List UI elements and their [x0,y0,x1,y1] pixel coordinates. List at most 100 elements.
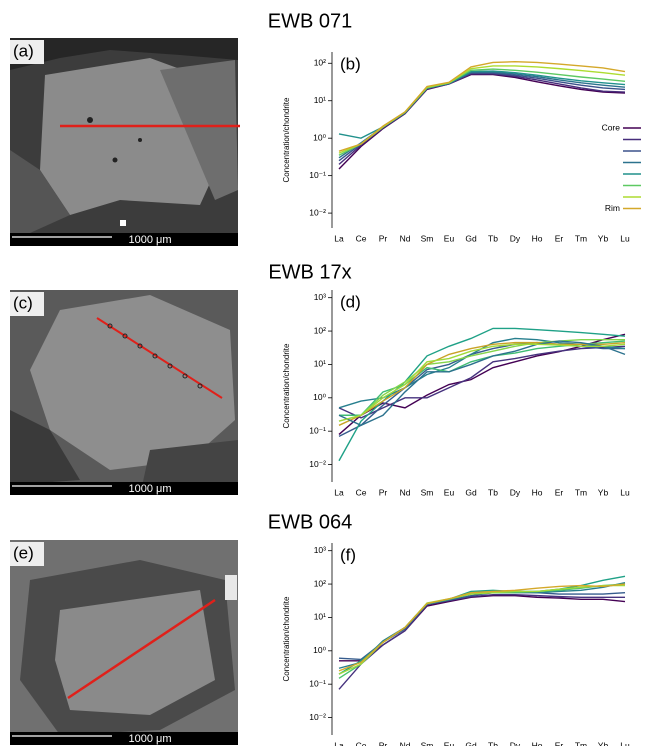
y-tick-label: 10³ [314,545,326,555]
x-tick-label: Ce [356,487,367,497]
y-tick-label: 10² [314,325,326,335]
panel-label: (b) [340,54,361,73]
series-line [339,594,626,662]
x-tick-label: Nd [400,740,411,746]
x-tick-label: Pr [379,487,388,497]
series-line [338,339,625,422]
y-tick-label: 10⁻² [309,459,326,469]
x-tick-label: Eu [444,233,455,243]
legend-label: Rim [605,203,620,213]
series-line [338,583,626,679]
x-tick-label: La [334,740,344,746]
y-tick-label: 10⁰ [313,132,326,142]
x-tick-label: Sm [421,740,434,746]
x-tick-label: Sm [421,233,434,243]
x-tick-label: Lu [620,233,630,243]
x-tick-label: Er [555,487,564,497]
y-tick-label: 10⁻² [309,712,326,722]
y-tick-label: 10¹ [314,95,326,105]
series-line [338,340,626,427]
series-line [338,65,626,154]
x-tick-label: Nd [400,233,411,243]
x-tick-label: Gd [465,740,477,746]
scale-bar-label: 1000 μm [128,234,171,246]
x-tick-label: Dy [510,487,521,497]
y-tick-label: 10⁻¹ [309,425,326,435]
x-tick-label: Yb [598,233,609,243]
series-line [338,72,626,162]
y-tick-label: 10³ [314,292,326,302]
x-tick-label: Tb [488,233,498,243]
x-tick-label: Dy [510,740,521,746]
scale-bar-label: 1000 μm [128,483,171,495]
x-tick-label: Yb [598,740,609,746]
series-line [338,341,626,426]
micrograph [10,38,240,246]
x-tick-label: Nd [400,487,411,497]
labels: EWB 071 (a) 1000 μm EWB 17x (c) 1000 μm … [13,10,352,745]
y-tick-label: 10⁻¹ [309,170,326,180]
panel-label: (e) [13,543,34,562]
series-line [338,61,626,152]
y-tick-label: 10² [314,578,326,588]
series-line [338,68,626,156]
panel-label: (f) [340,545,356,564]
micrograph [10,540,238,745]
x-tick-label: Gd [465,233,477,243]
series-line [338,575,626,675]
y-tick-label: 10⁰ [313,392,326,402]
x-tick-label: Eu [444,740,455,746]
x-tick-label: Tb [488,487,498,497]
x-tick-label: Lu [620,487,630,497]
x-tick-label: Er [555,740,564,746]
x-tick-label: Ho [532,487,543,497]
row-title: EWB 064 [268,511,352,533]
x-tick-label: Tm [575,233,587,243]
legend-label: Core [602,122,621,132]
x-tick-label: Dy [510,233,521,243]
x-tick-label: Eu [444,487,455,497]
x-tick-label: Gd [465,487,477,497]
micrograph [10,290,238,495]
x-tick-label: Ce [356,233,367,243]
series-line [338,343,626,422]
y-axis-label: Concentration/chondrite [282,343,291,428]
series-line [338,73,626,165]
x-tick-label: La [334,233,344,243]
row-title: EWB 17x [268,261,351,283]
x-tick-label: Ho [532,740,543,746]
x-tick-label: Pr [379,740,388,746]
panel-label: (d) [340,292,361,311]
x-tick-label: Ho [532,233,543,243]
row-title: EWB 071 [268,10,352,32]
y-tick-label: 10⁰ [313,645,326,655]
x-tick-label: Ce [356,740,367,746]
y-tick-label: 10¹ [314,612,326,622]
x-tick-label: Pr [379,233,388,243]
x-tick-label: Tm [575,740,587,746]
series-line [338,333,626,435]
x-tick-label: Sm [421,487,434,497]
panel-label: (c) [13,293,33,312]
series-line [338,327,626,462]
y-tick-label: 10⁻¹ [309,678,326,688]
series-line [338,341,625,437]
series-line [338,583,626,672]
panel-label: (a) [13,41,34,60]
series-line [338,592,626,661]
y-tick-label: 10⁻² [309,207,326,217]
series-line [338,345,626,419]
y-axis-label: Concentration/chondrite [282,97,291,182]
y-axis-label: Concentration/chondrite [282,596,291,681]
y-tick-label: 10² [314,58,326,68]
x-tick-label: La [334,487,344,497]
x-tick-label: Tb [488,740,498,746]
x-tick-label: Er [555,233,564,243]
x-tick-label: Lu [620,740,630,746]
scale-bar-label: 1000 μm [128,733,171,745]
x-tick-label: Yb [598,487,609,497]
y-tick-label: 10¹ [314,359,326,369]
x-tick-label: Tm [575,487,587,497]
series-line [338,594,625,690]
